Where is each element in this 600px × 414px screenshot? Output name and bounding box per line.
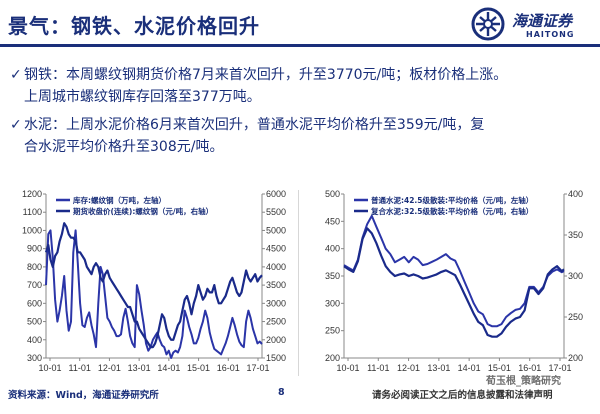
y-right-tick-label: 5000 [266,225,286,235]
y-left-tick-label: 1200 [22,189,42,199]
bullet-steel-line-2: 上周城市螺纹钢库存回落至377万吨。 [24,89,261,105]
y-right-tick-label: 250 [568,312,583,322]
steel-chart: 300 400 500 600 700 800 900 1000 1100 1200 1500 200… [22,189,286,373]
y-left-tick-label: 250 [325,326,340,336]
x-tick-label: 17-01 [548,363,571,373]
y-right-tick-label: 200 [568,353,583,363]
disclaimer: 请务必阅读正文之后的信息披露和法律声明 [372,390,553,401]
x-tick-label: 14-01 [458,363,481,373]
legend-label: 期货收盘价(连续):螺纹钢（元/吨，右轴） [73,206,213,216]
x-tick-label: 12-01 [397,363,420,373]
y-right-tick-label: 6000 [266,189,286,199]
y-right-tick-label: 5500 [266,207,286,217]
x-tick-label: 13-01 [427,363,450,373]
series-line-2 [44,222,263,349]
y-left-tick-label: 1000 [22,225,42,235]
y-left-tick-label: 350 [325,271,340,281]
x-tick-label: 14-01 [157,363,180,373]
x-tick-label: 16-01 [518,363,541,373]
bullet-steel: 钢铁：本周螺纹钢期货价格7月来首次回升，升至3770元/吨；板材价格上涨。 上周… [24,64,592,108]
y-right-tick-label: 350 [568,230,583,240]
y-left-tick-label: 900 [27,244,42,254]
bullet-cement: 水泥：上周水泥价格6月来首次回升，普通水泥平均价格升至359元/吨，复 合水泥平… [24,114,592,158]
y-right-tick-label: 4500 [266,244,286,254]
x-tick-label: 12-01 [98,363,121,373]
legend-label: 普通水泥:42.5级散装:平均价格（元/吨，左轴） [371,195,533,205]
x-tick-label: 15-01 [488,363,511,373]
bullet-steel-line-1: 钢铁：本周螺纹钢期货价格7月来首次回升，升至3770元/吨；板材价格上涨。 [24,67,508,83]
y-left-tick-label: 300 [27,353,42,363]
check-icon: ✓ [10,67,22,83]
haitong-logo: 海通证券 HAITONG [468,6,598,42]
x-tick-label: 17-01 [246,363,269,373]
y-left-tick-label: 1100 [23,207,42,217]
bullet-cement-line-2: 合水泥平均价格升至308元/吨。 [24,139,224,155]
y-left-tick-label: 400 [27,335,42,345]
y-right-tick-label: 2000 [266,335,286,345]
x-tick-label: 11-01 [69,363,91,373]
y-left-tick-label: 500 [325,189,340,199]
watermark: 荀玉根_策略研究 [486,376,561,387]
y-left-tick-label: 800 [27,262,42,272]
legend-label: 复合水泥:32.5级散装:平均价格（元/吨，右轴） [370,206,533,216]
y-left-tick-label: 300 [325,298,340,308]
cement-chart: 200 250 300 350 400 450 500 200 250 300 350 400 10-0… [325,189,583,373]
x-tick-label: 16-01 [217,363,240,373]
x-tick-label: 15-01 [187,363,210,373]
chart-divider [298,190,299,376]
logo-text-cn: 海通证券 [512,12,573,30]
y-right-tick-label: 2500 [266,317,286,327]
y-left-tick-label: 400 [325,244,340,254]
series-line-1 [343,214,565,328]
y-right-tick-label: 400 [568,189,583,199]
haitong-emblem-icon [471,7,505,41]
legend-label: 库存:螺纹钢（万吨，左轴） [73,195,166,205]
y-right-tick-label: 1500 [266,353,286,363]
logo-text-en: HAITONG [526,30,575,39]
bullet-cement-line-1: 水泥：上周水泥价格6月来首次回升，普通水泥平均价格升至359元/吨，复 [24,117,485,133]
series-line-1 [45,229,263,359]
source-note: 资料来源：Wind，海通证券研究所 [8,390,159,401]
y-left-tick-label: 500 [27,317,42,327]
y-right-tick-label: 3500 [266,280,286,290]
header-divider [0,44,600,47]
page-title: 景气：钢铁、水泥价格回升 [8,14,260,38]
x-tick-label: 11-01 [367,363,389,373]
series-line-2 [343,227,565,338]
y-right-tick-label: 3000 [266,298,286,308]
y-left-tick-label: 450 [325,216,340,226]
check-icon: ✓ [10,117,22,133]
x-tick-label: 10-01 [336,363,359,373]
y-left-tick-label: 600 [27,298,42,308]
y-left-tick-label: 200 [325,353,340,363]
y-right-tick-label: 300 [568,271,583,281]
y-left-tick-label: 700 [27,280,42,290]
x-tick-label: 13-01 [128,363,151,373]
y-right-tick-label: 4000 [266,262,286,272]
x-tick-label: 10-01 [38,363,61,373]
page-number: 8 [278,387,285,398]
